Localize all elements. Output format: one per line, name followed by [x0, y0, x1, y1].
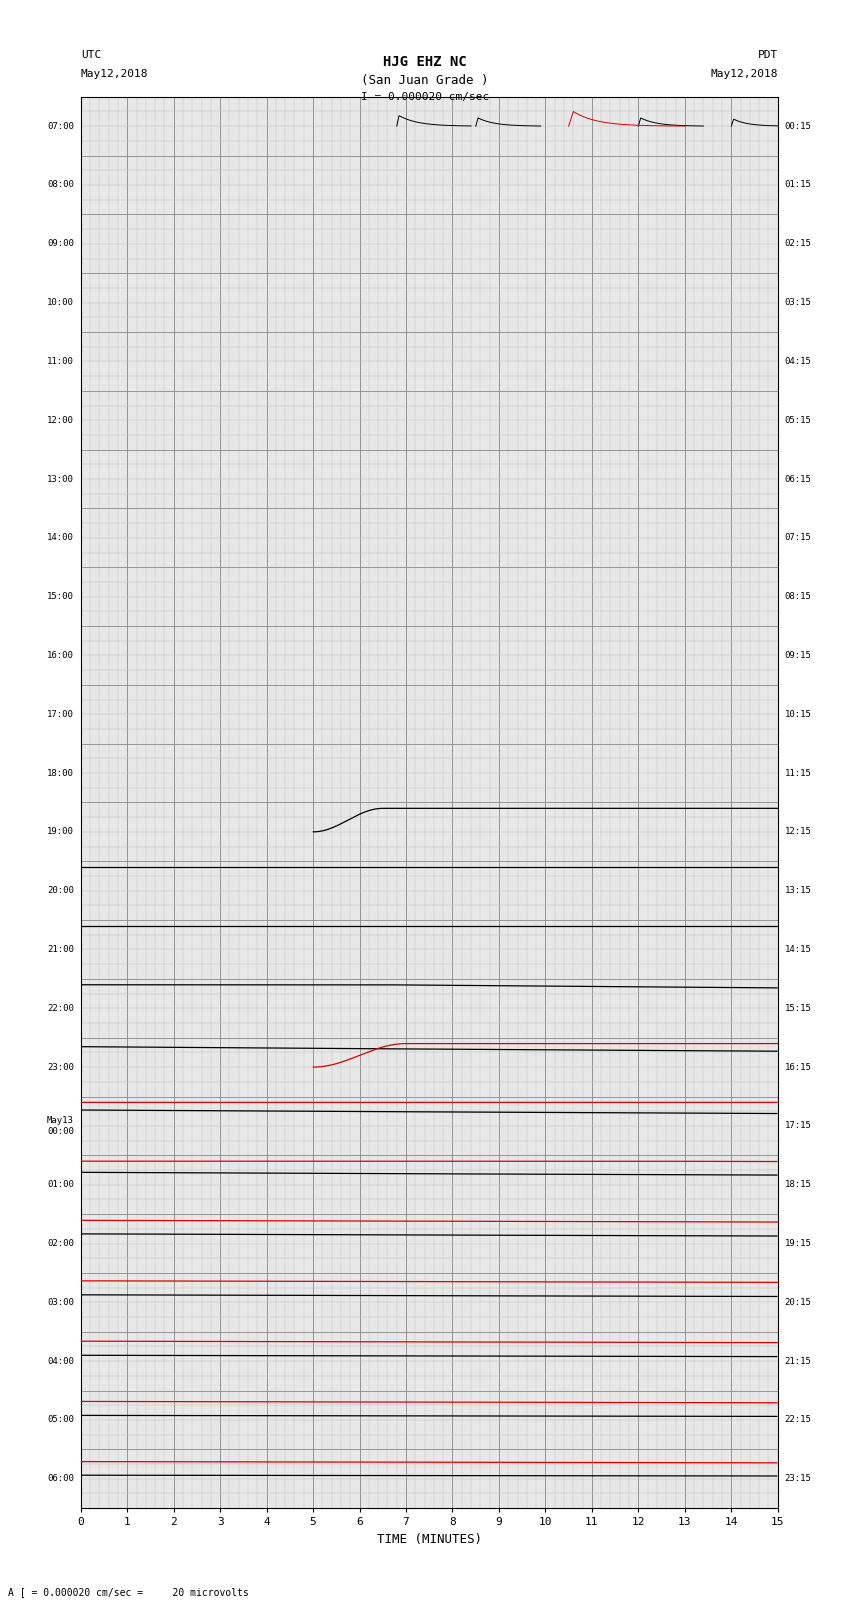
Text: HJG EHZ NC: HJG EHZ NC	[383, 55, 467, 69]
Text: 03:15: 03:15	[785, 298, 812, 306]
Text: 21:00: 21:00	[47, 945, 74, 953]
Text: 13:00: 13:00	[47, 474, 74, 484]
Text: 17:00: 17:00	[47, 710, 74, 719]
Text: 03:00: 03:00	[47, 1298, 74, 1307]
Text: 01:00: 01:00	[47, 1181, 74, 1189]
Text: 04:00: 04:00	[47, 1357, 74, 1366]
Text: 12:00: 12:00	[47, 416, 74, 424]
Text: 14:00: 14:00	[47, 534, 74, 542]
Text: 07:15: 07:15	[785, 534, 812, 542]
Text: 02:00: 02:00	[47, 1239, 74, 1248]
Text: 22:00: 22:00	[47, 1003, 74, 1013]
Text: 17:15: 17:15	[785, 1121, 812, 1131]
Text: 13:15: 13:15	[785, 886, 812, 895]
Text: PDT: PDT	[757, 50, 778, 60]
Text: 10:15: 10:15	[785, 710, 812, 719]
Text: 05:15: 05:15	[785, 416, 812, 424]
Text: 15:15: 15:15	[785, 1003, 812, 1013]
Text: 16:00: 16:00	[47, 652, 74, 660]
Text: 20:15: 20:15	[785, 1298, 812, 1307]
Text: 18:00: 18:00	[47, 768, 74, 777]
Text: 04:15: 04:15	[785, 356, 812, 366]
Text: 18:15: 18:15	[785, 1181, 812, 1189]
Text: 10:00: 10:00	[47, 298, 74, 306]
Text: 12:15: 12:15	[785, 827, 812, 837]
Text: May12,2018: May12,2018	[81, 69, 148, 79]
Text: 02:15: 02:15	[785, 239, 812, 248]
Text: 00:15: 00:15	[785, 121, 812, 131]
Text: 07:00: 07:00	[47, 121, 74, 131]
Text: 09:15: 09:15	[785, 652, 812, 660]
Text: 08:00: 08:00	[47, 181, 74, 189]
Text: May12,2018: May12,2018	[711, 69, 778, 79]
Text: 06:00: 06:00	[47, 1474, 74, 1484]
Text: May13
00:00: May13 00:00	[47, 1116, 74, 1136]
Text: 05:00: 05:00	[47, 1416, 74, 1424]
Text: 01:15: 01:15	[785, 181, 812, 189]
Text: 11:15: 11:15	[785, 768, 812, 777]
Text: 15:00: 15:00	[47, 592, 74, 602]
Text: 19:15: 19:15	[785, 1239, 812, 1248]
Text: 21:15: 21:15	[785, 1357, 812, 1366]
Text: 06:15: 06:15	[785, 474, 812, 484]
Text: A [ = 0.000020 cm/sec =     20 microvolts: A [ = 0.000020 cm/sec = 20 microvolts	[8, 1587, 249, 1597]
Text: 09:00: 09:00	[47, 239, 74, 248]
Text: 22:15: 22:15	[785, 1416, 812, 1424]
Text: 23:15: 23:15	[785, 1474, 812, 1484]
Text: 23:00: 23:00	[47, 1063, 74, 1071]
Text: 20:00: 20:00	[47, 886, 74, 895]
Text: (San Juan Grade ): (San Juan Grade )	[361, 74, 489, 87]
Text: 08:15: 08:15	[785, 592, 812, 602]
Text: 14:15: 14:15	[785, 945, 812, 953]
Text: 11:00: 11:00	[47, 356, 74, 366]
Text: UTC: UTC	[81, 50, 101, 60]
Text: 19:00: 19:00	[47, 827, 74, 837]
Text: I = 0.000020 cm/sec: I = 0.000020 cm/sec	[361, 92, 489, 102]
Text: 16:15: 16:15	[785, 1063, 812, 1071]
X-axis label: TIME (MINUTES): TIME (MINUTES)	[377, 1532, 482, 1545]
